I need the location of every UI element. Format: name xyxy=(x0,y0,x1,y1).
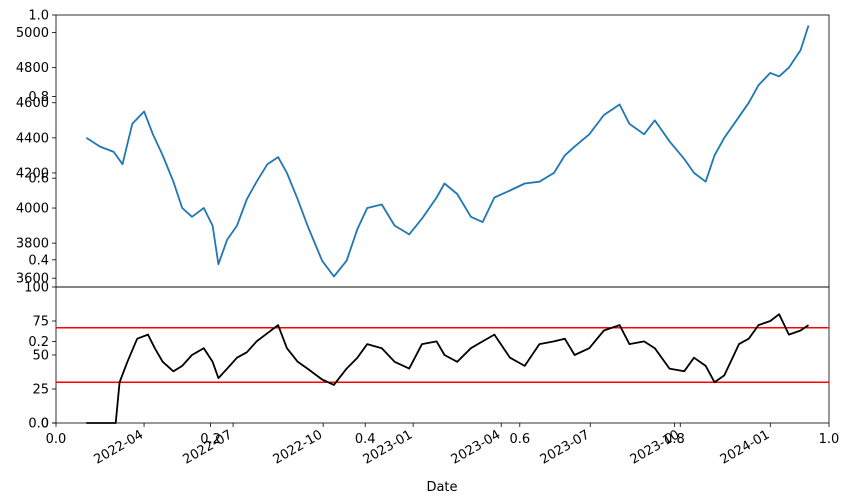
price-y-tick-label: 4200 xyxy=(16,166,49,181)
base-x-tick-label: 0.2 xyxy=(200,432,221,447)
date-x-tick-label: 2023-10 xyxy=(628,427,683,467)
oscillator-y-tick-label: 50 xyxy=(32,349,49,364)
x-axis-label: Date xyxy=(426,480,457,495)
date-x-tick-label: 2022-10 xyxy=(271,427,326,467)
oscillator-axes-frame xyxy=(55,286,830,424)
oscillator-y-tick-label: 100 xyxy=(24,281,49,296)
oscillator-y-tick-label: 0 xyxy=(41,417,49,432)
price-chart: 3600 3800 4000 4200 4400 4600 4800 5000 xyxy=(16,14,830,288)
price-axes-frame xyxy=(55,14,830,288)
price-y-tick-label: 4400 xyxy=(16,131,49,146)
date-x-tick-label: 2022-04 xyxy=(92,427,147,467)
oscillator-series-line xyxy=(86,313,810,424)
price-y-tick-label: 4600 xyxy=(16,96,49,111)
base-x-tick-label: 0.8 xyxy=(664,432,685,447)
base-x-tick-label: 0.4 xyxy=(355,432,376,447)
base-x-tick-label: 0.6 xyxy=(509,432,530,447)
base-x-tick-label: 0.0 xyxy=(46,432,67,447)
base-y-tick-label: 0.6 xyxy=(28,172,49,187)
oscillator-y-tick-label: 75 xyxy=(32,315,49,330)
price-y-tick-label: 4000 xyxy=(16,202,49,217)
date-x-tick-label: 2024-01 xyxy=(718,427,773,467)
base-axes: 0.0 0.2 0.4 0.6 0.8 1.0 0.0 0.2 0.4 0.6 0.8 1.0 xyxy=(28,9,839,448)
price-y-tick-label: 5000 xyxy=(16,26,49,41)
price-y-tick-label: 3800 xyxy=(16,237,49,252)
base-y-tick-label: 0.8 xyxy=(28,90,49,105)
base-y-tick-label: 0.4 xyxy=(28,253,49,268)
base-y-tick-label: 0.2 xyxy=(28,335,49,350)
date-x-tick-label: 2023-07 xyxy=(538,427,593,467)
date-x-tick-label: 2023-04 xyxy=(449,427,504,467)
price-y-tick-label: 3600 xyxy=(16,272,49,287)
base-y-tick-label: 1.0 xyxy=(28,9,49,24)
price-y-tick-label: 4800 xyxy=(16,61,49,76)
base-y-tick-label: 0.0 xyxy=(28,417,49,432)
oscillator-y-tick-label: 25 xyxy=(32,383,49,398)
price-series-line xyxy=(85,25,810,278)
base-x-tick-label: 1.0 xyxy=(819,432,840,447)
